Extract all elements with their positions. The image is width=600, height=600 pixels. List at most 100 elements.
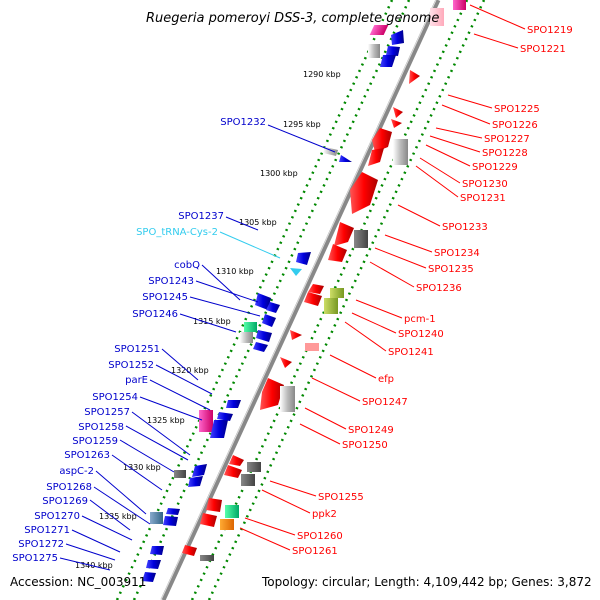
gene-block[interactable] — [330, 288, 344, 298]
gene-label[interactable]: SPO1246 — [132, 309, 178, 320]
gene-arrow[interactable] — [323, 147, 338, 156]
gene-arrow[interactable] — [339, 155, 352, 162]
gene-block[interactable] — [430, 8, 444, 26]
gene-label[interactable]: pcm-1 — [404, 314, 436, 325]
gene-block[interactable] — [393, 139, 408, 165]
gene-block[interactable] — [225, 505, 239, 518]
gene-arrow[interactable] — [146, 560, 161, 569]
gene-arrow[interactable] — [256, 330, 272, 342]
gene-arrow[interactable] — [150, 546, 164, 555]
gene-label[interactable]: SPO1259 — [72, 436, 118, 447]
gene-label[interactable]: SPO1254 — [92, 392, 138, 403]
gene-arrow[interactable] — [393, 107, 403, 118]
gene-block[interactable] — [240, 332, 253, 343]
gene-arrow[interactable] — [229, 455, 244, 466]
gene-arrow[interactable] — [304, 292, 322, 306]
gene-arrow[interactable] — [192, 464, 207, 477]
gene-label[interactable]: SPO1232 — [220, 117, 266, 128]
gene-arrow[interactable] — [266, 302, 280, 313]
gene-block[interactable] — [368, 44, 380, 58]
gene-label[interactable]: SPO_tRNA-Cys-2 — [136, 227, 218, 238]
gene-arrow[interactable] — [308, 284, 324, 294]
gene-arrow[interactable] — [210, 420, 228, 438]
gene-label[interactable]: SPO1243 — [148, 276, 194, 287]
gene-label[interactable]: SPO1231 — [460, 193, 506, 204]
gene-label[interactable]: SPO1251 — [114, 344, 160, 355]
gene-label[interactable]: parE — [125, 375, 148, 386]
gene-label[interactable]: efp — [378, 374, 394, 385]
gene-arrow[interactable] — [182, 545, 197, 556]
gene-arrow[interactable] — [206, 498, 222, 512]
gene-label[interactable]: SPO1236 — [416, 283, 462, 294]
gene-label[interactable]: SPO1227 — [484, 134, 530, 145]
gene-arrow[interactable] — [334, 222, 354, 246]
gene-arrow[interactable] — [328, 244, 347, 262]
gene-arrow[interactable] — [380, 55, 396, 67]
gene-arrow[interactable] — [280, 357, 292, 368]
gene-label[interactable]: SPO1268 — [46, 482, 92, 493]
gene-block[interactable] — [174, 470, 186, 478]
gene-arrow[interactable] — [260, 378, 284, 410]
gene-arrow[interactable] — [296, 252, 311, 265]
gene-arrow[interactable] — [350, 172, 378, 214]
gene-label[interactable]: SPO1252 — [108, 360, 154, 371]
gene-label[interactable]: cobQ — [174, 260, 200, 271]
gene-block[interactable] — [324, 298, 338, 314]
gene-arrow[interactable] — [217, 412, 233, 421]
gene-label[interactable]: SPO1257 — [84, 407, 130, 418]
gene-block[interactable] — [220, 519, 234, 530]
gene-label[interactable]: SPO1258 — [78, 422, 124, 433]
gene-arrow[interactable] — [226, 400, 241, 408]
gene-arrow[interactable] — [262, 314, 276, 327]
gene-label[interactable]: SPO1275 — [12, 553, 58, 564]
gene-label[interactable]: SPO1219 — [527, 25, 573, 36]
gene-block[interactable] — [453, 0, 466, 10]
gene-block[interactable] — [199, 410, 213, 432]
gene-label[interactable]: SPO1250 — [342, 440, 388, 451]
gene-arrow[interactable] — [368, 148, 384, 166]
gene-arrow[interactable] — [142, 572, 156, 582]
gene-label[interactable]: SPO1230 — [462, 179, 508, 190]
gene-label[interactable]: SPO1270 — [34, 511, 80, 522]
gene-label[interactable]: SPO1255 — [318, 492, 364, 503]
gene-arrow[interactable] — [372, 128, 392, 152]
gene-label[interactable]: SPO1241 — [388, 347, 434, 358]
gene-arrow[interactable] — [391, 119, 402, 128]
gene-label[interactable]: SPO1271 — [24, 525, 70, 536]
gene-block[interactable] — [244, 322, 257, 332]
gene-arrow[interactable] — [224, 465, 242, 478]
gene-arrow[interactable] — [386, 46, 400, 56]
gene-label[interactable]: SPO1221 — [520, 44, 566, 55]
gene-arrow[interactable] — [391, 30, 404, 45]
gene-arrow[interactable] — [163, 516, 178, 526]
gene-label[interactable]: SPO1247 — [362, 397, 408, 408]
gene-label[interactable]: SPO1245 — [142, 292, 188, 303]
gene-label[interactable]: SPO1260 — [297, 531, 343, 542]
gene-arrow[interactable] — [188, 476, 203, 487]
gene-label[interactable]: SPO1240 — [398, 329, 444, 340]
gene-arrow[interactable] — [253, 342, 268, 352]
gene-label[interactable]: SPO1225 — [494, 104, 540, 115]
gene-block[interactable] — [247, 462, 261, 472]
gene-label[interactable]: SPO1233 — [442, 222, 488, 233]
gene-label[interactable]: SPO1263 — [64, 450, 110, 461]
gene-label[interactable]: SPO1226 — [492, 120, 538, 131]
gene-arrow[interactable] — [255, 293, 271, 310]
gene-label[interactable]: SPO1229 — [472, 162, 518, 173]
gene-arrow[interactable] — [290, 330, 302, 340]
gene-arrow[interactable] — [166, 508, 180, 515]
gene-arrow[interactable] — [200, 513, 217, 527]
gene-label[interactable]: SPO1249 — [348, 425, 394, 436]
gene-label[interactable]: SPO1237 — [178, 211, 224, 222]
gene-label[interactable]: aspC-2 — [59, 466, 94, 477]
gene-arrow[interactable] — [409, 70, 420, 84]
gene-label[interactable]: SPO1228 — [482, 148, 528, 159]
gene-block[interactable] — [369, 25, 389, 35]
gene-block[interactable] — [241, 474, 255, 486]
gene-label[interactable]: ppk2 — [312, 509, 337, 520]
gene-label[interactable]: SPO1269 — [42, 496, 88, 507]
gene-block[interactable] — [280, 386, 295, 412]
gene-label[interactable]: SPO1272 — [18, 539, 64, 550]
gene-label[interactable]: SPO1234 — [434, 248, 480, 259]
gene-block[interactable] — [150, 512, 163, 524]
